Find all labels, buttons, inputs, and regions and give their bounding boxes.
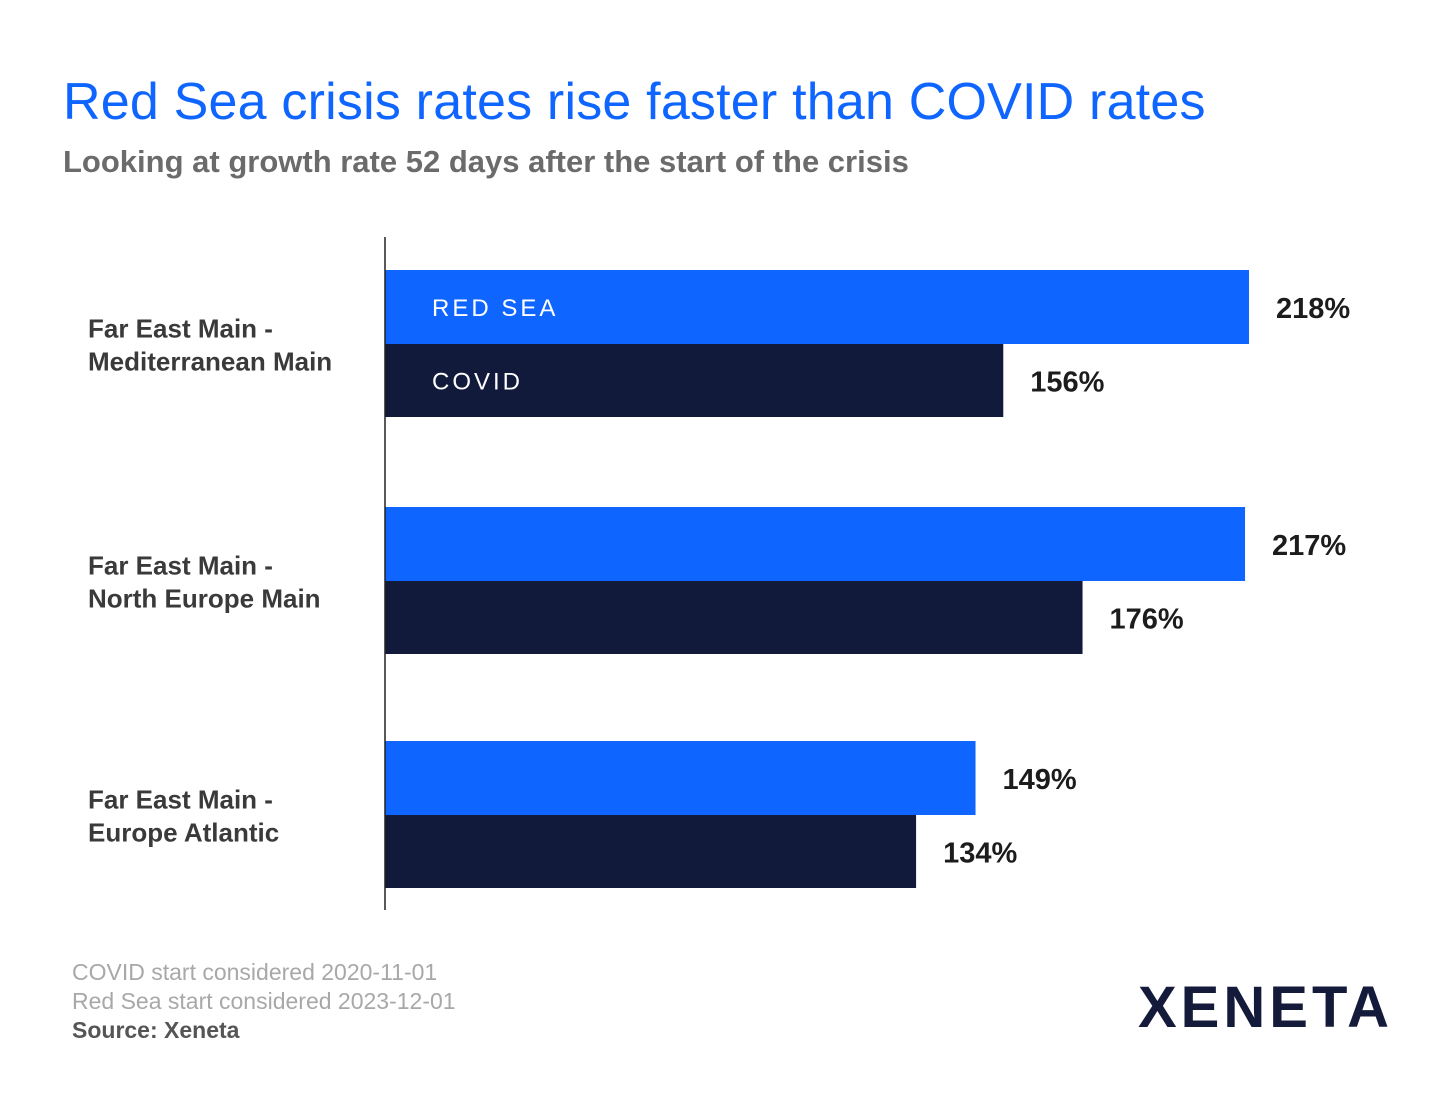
source-note: Source: Xeneta (72, 1017, 240, 1043)
bar-covid-2 (385, 581, 1083, 654)
xeneta-logo: XENETA (1138, 975, 1393, 1040)
legend-label-covid: COVID (432, 369, 523, 396)
covid-start-note: COVID start considered 2020-11-01 (72, 959, 438, 985)
category-label-3-line-2: Europe Atlantic (88, 818, 279, 848)
bar-covid-1 (385, 344, 1004, 417)
value-label-covid-3: 134% (943, 838, 1017, 870)
category-label-3-line-1: Far East Main - (88, 785, 273, 815)
value-label-red-sea-1: 218% (1276, 293, 1350, 325)
bar-red-sea-2 (385, 507, 1246, 581)
footnotes: COVID start considered 2020-11-01 Red Se… (72, 958, 456, 1045)
bar-red-sea-1 (385, 270, 1249, 344)
category-label-2-line-2: North Europe Main (88, 584, 321, 614)
value-label-covid-2: 176% (1110, 604, 1184, 636)
category-label-2-line-1: Far East Main - (88, 551, 273, 581)
value-label-covid-1: 156% (1030, 367, 1104, 399)
category-label-1-line-1: Far East Main - (88, 314, 273, 344)
category-label-1-line-2: Mediterranean Main (88, 347, 332, 377)
red-sea-start-note: Red Sea start considered 2023-12-01 (72, 988, 456, 1014)
value-label-red-sea-2: 217% (1272, 530, 1346, 562)
chart-subtitle: Looking at growth rate 52 days after the… (63, 144, 909, 179)
legend-label-red-sea: RED SEA (432, 295, 558, 322)
value-label-red-sea-3: 149% (1003, 764, 1077, 796)
bar-covid-3 (385, 815, 917, 888)
bar-red-sea-3 (385, 741, 976, 815)
chart-title: Red Sea crisis rates rise faster than CO… (63, 73, 1206, 131)
